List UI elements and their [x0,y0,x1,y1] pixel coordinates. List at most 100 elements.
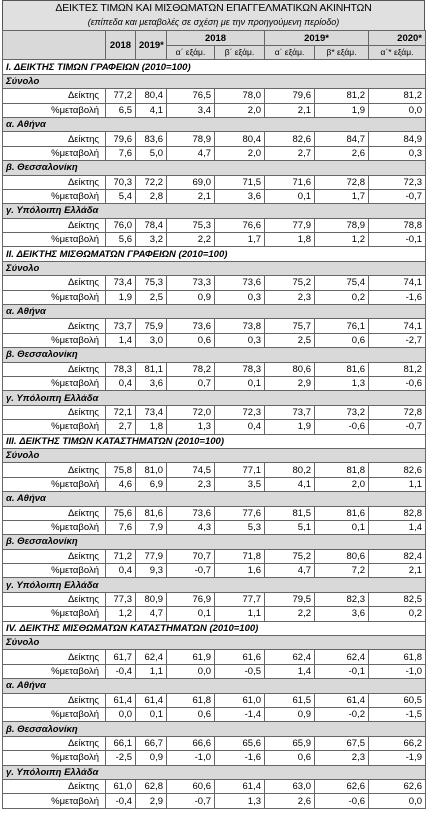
table-title: ΔΕΙΚΤΕΣ ΤΙΜΩΝ ΚΑΙ ΜΙΣΘΩΜΑΤΩΝ ΕΠΑΓΓΕΛΜΑΤΙ… [2,0,425,15]
value-cell: 3,6 [314,606,370,622]
value-cell: 4,1 [264,476,316,493]
data-row: Δείκτης 77,3 80,9 76,9 77,7 79,5 82,3 82,5 [2,591,427,608]
value-cell: 73,7 [264,404,316,421]
value-cell: 82,4 [368,548,427,565]
data-row: %μεταβολή 5,6 3,2 2,2 1,7 1,8 1,2 -0,1 [2,232,427,248]
value-cell: 82,6 [368,462,427,478]
value-cell: 2,8 [135,188,167,205]
value-cell: 80,2 [264,462,316,478]
row-label: Δείκτης [2,591,106,608]
value-cell: -1,9 [368,750,427,766]
value-cell: 2,7 [105,419,136,435]
value-cell: 78,2 [166,361,215,377]
value-cell: 75,2 [264,275,316,291]
header-group: 2019* [264,30,370,46]
value-cell: 1,8 [135,419,167,435]
group-row: γ. Υπόλοιπη Ελλάδα [1,577,427,593]
value-cell: 0,1 [264,188,316,205]
value-cell: 0,0 [368,793,427,809]
value-cell: 78,9 [314,217,370,234]
value-cell: 75,9 [135,318,167,334]
data-row: %μεταβολή 4,6 6,9 2,3 3,5 4,1 2,0 1,1 [2,476,427,493]
row-label: Δείκτης [2,692,106,708]
value-cell: 73,2 [314,404,370,421]
value-cell: 7,9 [135,519,167,536]
value-cell: -1,5 [368,706,427,723]
row-label: %μεταβολή [2,188,106,205]
data-row: Δείκτης 76,0 78,4 75,3 76,6 77,9 78,9 78,8 [2,217,427,234]
value-cell: 72,2 [135,174,167,190]
value-cell: 2,2 [264,606,316,622]
value-cell: -0,1 [368,232,427,248]
value-cell: 1,2 [105,606,136,622]
row-label: %μεταβολή [2,375,106,392]
value-cell: 73,6 [166,505,215,521]
row-label: Δείκτης [2,275,106,291]
group-row: γ. Υπόλοιπη Ελλάδα [1,203,427,219]
value-cell: 0,0 [105,706,136,723]
value-cell: 61,4 [213,778,266,795]
value-cell: 0,9 [264,706,316,723]
value-cell: 0,7 [166,375,215,392]
value-cell: 2,1 [166,188,215,205]
value-cell: 71,2 [105,548,136,565]
value-cell: 81,5 [264,505,316,521]
value-cell: 62,6 [368,778,427,795]
value-cell: 2,6 [264,793,316,809]
value-cell: 79,5 [264,591,316,608]
value-cell: 4,3 [166,519,215,536]
data-row: %μεταβολή 2,7 1,8 1,3 0,4 1,9 -0,6 -0,7 [2,419,427,435]
group-name: β. Θεσσαλονίκη [1,721,427,737]
value-cell: 5,6 [105,232,136,248]
value-cell: 1,9 [314,102,370,118]
group-name: Σύνολο [1,73,427,90]
value-cell: 75,3 [135,275,167,291]
value-cell: 0,9 [135,750,167,766]
row-label: %μεταβολή [2,232,106,248]
value-cell: 0,3 [213,332,266,349]
value-cell: 72,3 [213,404,266,421]
value-cell: 61,6 [213,649,266,665]
value-cell: -0,6 [314,793,370,809]
value-cell: 1,7 [213,232,266,248]
value-cell: -0,7 [368,188,427,205]
value-cell: 84,7 [314,131,370,147]
value-cell: 1,2 [314,232,370,248]
header-half: β* εξάμ. [314,44,370,61]
group-name: γ. Υπόλοιπη Ελλάδα [1,390,427,406]
value-cell: 80,4 [213,131,266,147]
value-cell: 66,1 [105,735,136,752]
data-row: %μεταβολή -2,5 0,9 -1,0 -1,6 0,6 2,3 -1,9 [2,750,427,766]
value-cell: 81,6 [314,505,370,521]
data-table: 2018 2019* 2018 2019* 2020* α΄ εξάμ. β΄ εξάμ. α… [1,29,427,809]
row-label: Δείκτης [2,462,106,478]
row-label: Δείκτης [2,404,106,421]
section-row: II. ΔΕΙΚΤΗΣ ΜΙΣΘΩΜΑΤΩΝ ΓΡΑΦΕΙΩΝ (2010=10… [1,246,427,262]
value-cell: 2,0 [314,476,370,493]
section-row: III. ΔΕΙΚΤΗΣ ΤΙΜΩΝ ΚΑΤΑΣΤΗΜΑΤΩΝ (2010=10… [1,433,427,449]
value-cell: -0,7 [166,563,215,579]
value-cell: 2,0 [213,145,266,162]
value-cell: 73,6 [213,275,266,291]
value-cell: 1,6 [213,563,266,579]
value-cell: 62,4 [314,649,370,665]
value-cell: 84,9 [368,131,427,147]
header-half: α΄* εξάμ. [368,44,427,61]
value-cell: -0,1 [314,663,370,680]
group-name: α. Αθήνα [1,116,427,133]
value-cell: 73,6 [166,318,215,334]
value-cell: 76,6 [213,217,266,234]
value-cell: 80,6 [314,548,370,565]
data-row: Δείκτης 70,3 72,2 69,0 71,5 71,6 72,8 72,3 [2,174,427,190]
value-cell: 1,4 [368,519,427,536]
value-cell: 82,8 [368,505,427,521]
row-label: %μεταβολή [2,663,106,680]
value-cell: 61,7 [105,649,136,665]
value-cell: 62,4 [264,649,316,665]
group-row: Σύνολο [1,260,427,277]
value-cell: 77,2 [105,88,136,104]
value-cell: 5,0 [135,145,167,162]
data-row: Δείκτης 73,4 75,3 73,3 73,6 75,2 75,4 74,1 [2,275,427,291]
value-cell: 2,6 [314,145,370,162]
data-row: %μεταβολή 1,2 4,7 0,1 1,1 2,2 3,6 0,2 [2,606,427,622]
